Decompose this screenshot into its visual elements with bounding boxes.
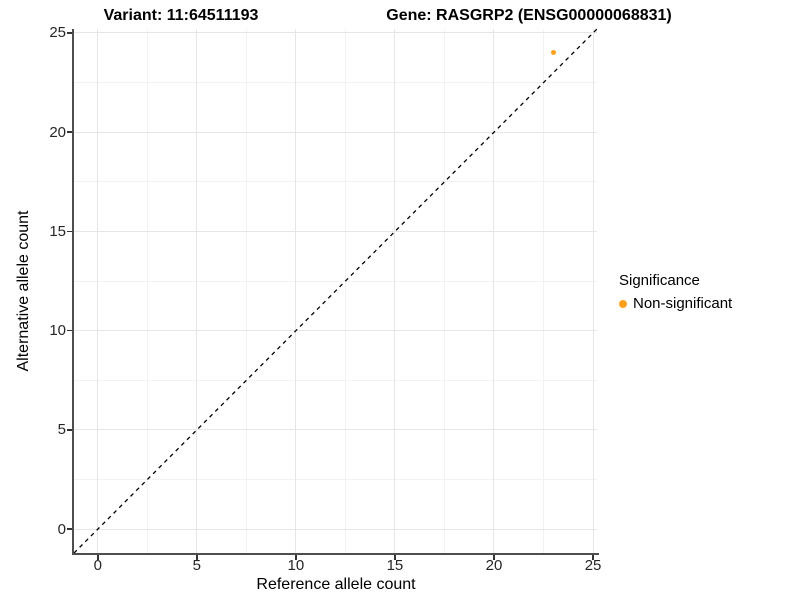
legend-title: Significance [619, 272, 700, 289]
minor-gridline-x [146, 29, 148, 553]
minor-gridline-y [74, 181, 597, 183]
identity-dashed-line [73, 28, 598, 554]
gene-title: Gene: RASGRP2 (ENSG00000068831) [386, 7, 672, 24]
major-gridline-x [196, 29, 198, 553]
y-tick-label: 25 [49, 24, 66, 42]
minor-gridline-x [245, 29, 247, 553]
legend: Significance Non-significant [619, 272, 732, 314]
y-tick-label: 15 [49, 222, 66, 240]
x-tick-label: 5 [192, 557, 201, 574]
y-tick-mark [67, 131, 72, 133]
legend-items: Non-significant [619, 294, 732, 314]
major-gridline-x [295, 29, 297, 553]
minor-gridline-x [543, 29, 544, 553]
x-axis-line [72, 553, 599, 555]
major-gridline-x [97, 29, 99, 553]
major-gridline-y [74, 528, 597, 530]
y-tick-mark [67, 32, 72, 34]
major-gridline-y [74, 230, 597, 232]
y-axis-line [72, 29, 74, 555]
x-tick-label: 25 [584, 557, 602, 574]
minor-gridline-y [74, 82, 597, 84]
plot-panel [73, 28, 598, 554]
minor-gridline-x [344, 29, 346, 553]
scatter-point [550, 50, 556, 56]
x-tick-label: 0 [93, 557, 102, 574]
y-tick-label: 5 [57, 421, 66, 439]
y-tick-mark [67, 528, 72, 530]
legend-item-label: Non-significant [633, 295, 733, 312]
minor-gridline-y [74, 479, 597, 481]
major-gridline-x [592, 29, 594, 553]
minor-gridline-x [443, 29, 445, 553]
minor-gridline-y [74, 379, 597, 381]
y-tick-mark [67, 429, 72, 431]
major-gridline-y [74, 429, 597, 431]
x-tick-mark [592, 555, 594, 560]
y-tick-label: 0 [57, 520, 66, 538]
x-tick-label: 20 [485, 557, 503, 574]
x-tick-label: 15 [386, 557, 404, 574]
major-gridline-y [74, 32, 597, 34]
legend-item: Non-significant [619, 294, 732, 314]
y-tick-mark [67, 230, 72, 233]
variant-title: Variant: 11:64511193 [103, 7, 259, 24]
minor-gridline-y [74, 280, 597, 282]
x-tick-mark [97, 555, 99, 560]
major-gridline-x [394, 29, 396, 553]
major-gridline-y [74, 330, 597, 332]
x-tick-label: 10 [287, 557, 305, 574]
x-tick-mark [394, 555, 396, 560]
y-tick-label: 20 [49, 123, 66, 141]
major-gridline-y [74, 131, 597, 133]
y-tick-label: 10 [49, 322, 66, 340]
x-tick-mark [196, 555, 198, 560]
y-tick-mark [67, 329, 72, 332]
legend-key-dot [619, 299, 627, 308]
x-tick-mark [493, 555, 495, 560]
major-gridline-x [493, 29, 495, 553]
x-tick-mark [295, 555, 297, 560]
x-axis-title: Reference allele count [256, 576, 416, 593]
